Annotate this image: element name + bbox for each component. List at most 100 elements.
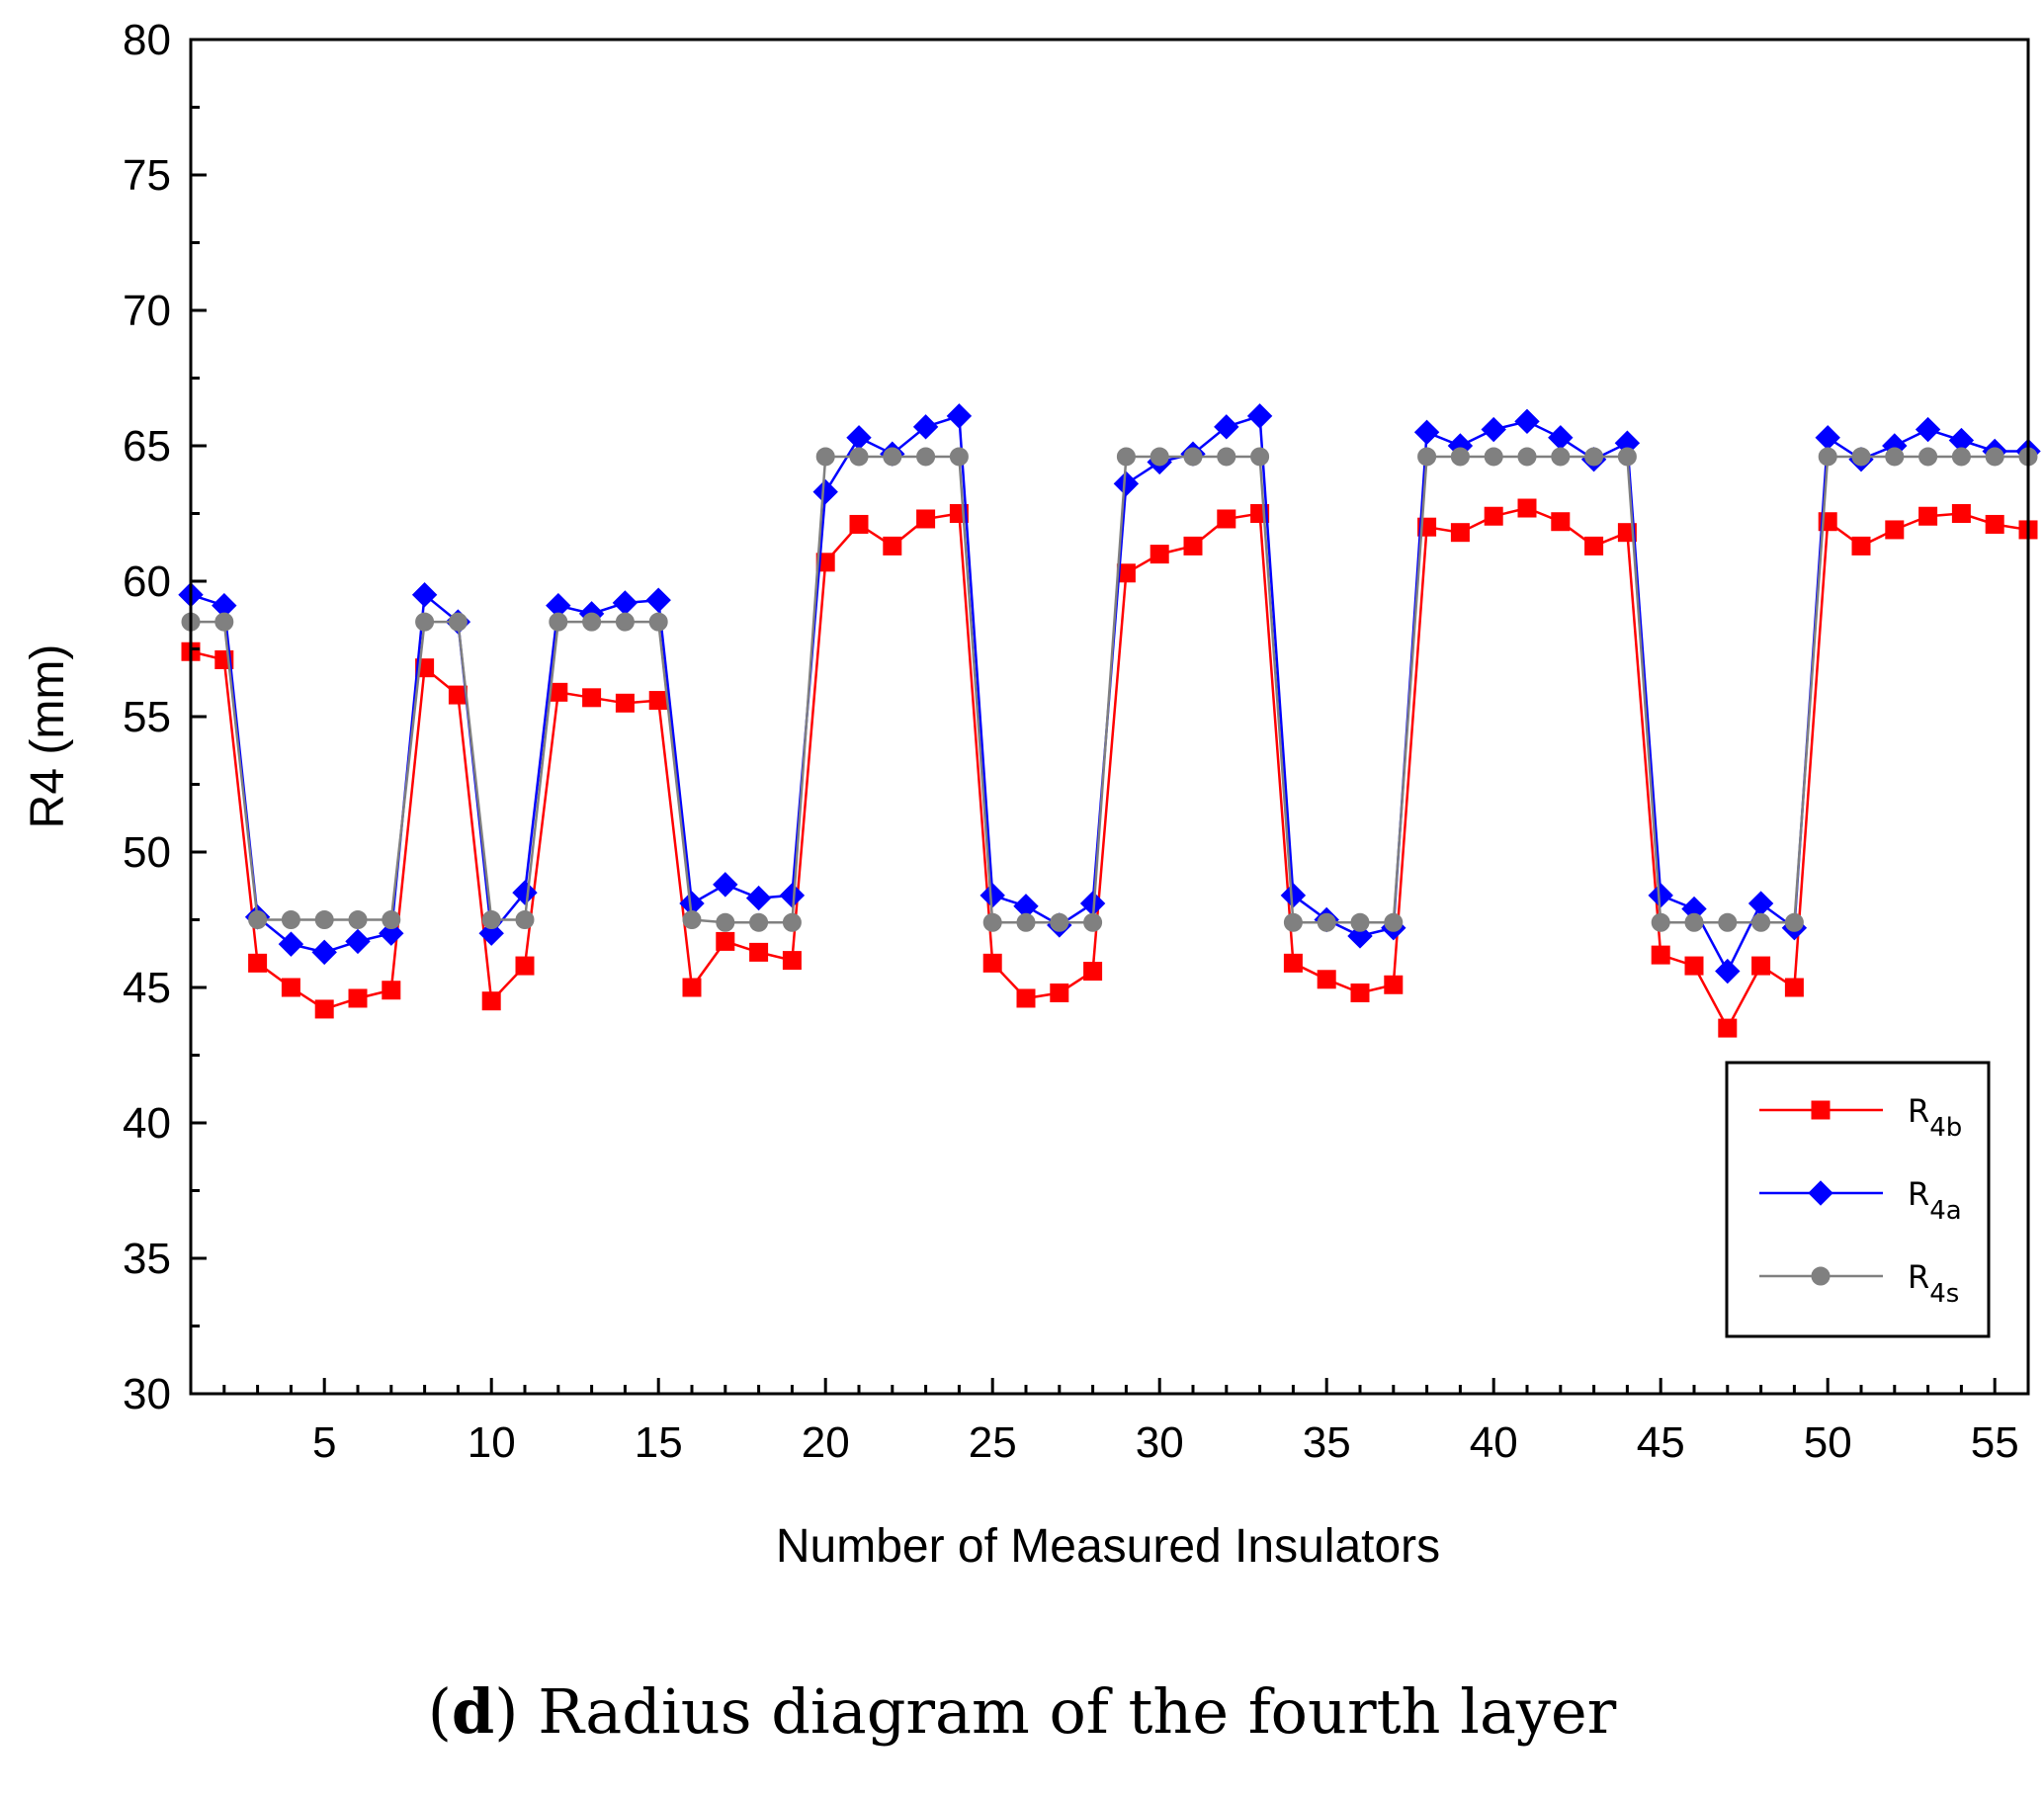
data-point-R4a bbox=[1481, 416, 1506, 443]
data-point-R4b bbox=[281, 978, 300, 997]
data-point-R4a bbox=[946, 403, 973, 429]
data-point-R4b bbox=[1851, 536, 1871, 556]
y-tick-label: 35 bbox=[123, 1235, 171, 1283]
data-point-R4b bbox=[1951, 504, 1971, 523]
data-point-R4b bbox=[1918, 506, 1938, 526]
data-point-R4b bbox=[1016, 988, 1036, 1008]
data-point-R4b bbox=[782, 951, 802, 971]
x-tick-label: 55 bbox=[1971, 1418, 2019, 1467]
data-point-R4s bbox=[1050, 912, 1069, 932]
legend-label-R4s: R4s bbox=[1908, 1258, 1959, 1309]
data-point-R4s bbox=[1751, 912, 1771, 932]
data-point-R4b bbox=[1317, 970, 1336, 989]
x-tick-label: 15 bbox=[635, 1418, 683, 1467]
data-point-R4s bbox=[1217, 447, 1236, 467]
data-point-R4b bbox=[582, 688, 602, 708]
y-tick-label: 40 bbox=[123, 1099, 171, 1148]
legend-label-R4a: R4a bbox=[1908, 1175, 1962, 1226]
legend-label-sub: 4a bbox=[1929, 1196, 1961, 1226]
data-point-R4b bbox=[348, 988, 368, 1008]
legend-box bbox=[1725, 1061, 1991, 1338]
data-point-R4a bbox=[1815, 425, 1840, 451]
data-point-R4b bbox=[1784, 978, 1804, 997]
data-point-R4b bbox=[1885, 520, 1905, 540]
data-point-R4s bbox=[1283, 912, 1303, 932]
data-point-R4a bbox=[478, 920, 504, 946]
data-point-R4s bbox=[1384, 912, 1404, 932]
data-point-R4s bbox=[549, 612, 568, 632]
series-R4b bbox=[181, 498, 2038, 1038]
series-line-R4b bbox=[190, 506, 2029, 1031]
data-point-R4s bbox=[982, 912, 1002, 932]
data-point-R4s bbox=[348, 910, 368, 929]
x-tick-label: 50 bbox=[1804, 1418, 1852, 1467]
legend-label-main: R bbox=[1908, 1258, 1929, 1296]
data-point-R4b bbox=[1150, 545, 1169, 564]
data-point-R4b bbox=[314, 999, 334, 1019]
data-point-R4b bbox=[916, 509, 936, 529]
data-point-R4b bbox=[716, 931, 735, 951]
data-point-R4a bbox=[846, 425, 872, 451]
data-point-R4b bbox=[1283, 953, 1303, 973]
data-point-R4s bbox=[916, 447, 936, 467]
data-point-R4s bbox=[1784, 912, 1804, 932]
data-point-R4s bbox=[782, 912, 802, 932]
data-point-R4b bbox=[1985, 514, 2004, 534]
data-point-R4b bbox=[883, 536, 902, 556]
data-point-R4s bbox=[1116, 447, 1136, 467]
data-point-R4b bbox=[1751, 956, 1771, 976]
legend-marker-R4a bbox=[1808, 1180, 1833, 1206]
data-point-R4s bbox=[1150, 447, 1169, 467]
data-point-R4a bbox=[1280, 883, 1307, 908]
caption-close-paren: ) bbox=[494, 1675, 519, 1748]
data-point-R4s bbox=[1551, 447, 1571, 467]
data-point-R4s bbox=[1417, 447, 1437, 467]
data-point-R4s bbox=[1484, 447, 1503, 467]
data-point-R4s bbox=[1918, 447, 1938, 467]
y-axis-title: R4 (mm) bbox=[22, 644, 74, 829]
data-point-R4b bbox=[515, 956, 535, 976]
data-point-R4a bbox=[612, 590, 639, 616]
data-point-R4s bbox=[1985, 447, 2004, 467]
figure-caption: (d) Radius diagram of the fourth layer bbox=[0, 1675, 2044, 1748]
x-tick-label: 20 bbox=[802, 1418, 850, 1467]
x-tick-label: 30 bbox=[1136, 1418, 1184, 1467]
y-tick-label: 50 bbox=[123, 828, 171, 877]
data-point-R4s bbox=[1951, 447, 1971, 467]
data-point-R4s bbox=[1851, 447, 1871, 467]
data-point-R4a bbox=[1347, 923, 1373, 949]
y-tick-label: 55 bbox=[123, 693, 171, 741]
data-point-R4s bbox=[716, 912, 735, 932]
data-point-R4a bbox=[1113, 471, 1140, 497]
data-point-R4a bbox=[1915, 416, 1941, 443]
data-point-R4s bbox=[382, 910, 401, 929]
data-point-R4s bbox=[1183, 447, 1203, 467]
x-tick-label: 25 bbox=[969, 1418, 1017, 1467]
data-point-R4b bbox=[1050, 983, 1069, 1002]
series-R4s bbox=[181, 447, 2038, 932]
data-point-R4s bbox=[481, 910, 501, 929]
data-point-R4s bbox=[815, 447, 835, 467]
data-point-R4a bbox=[1514, 408, 1540, 435]
y-tick-label: 70 bbox=[123, 287, 171, 335]
data-point-R4s bbox=[883, 447, 902, 467]
data-point-R4b bbox=[982, 953, 1002, 973]
data-point-R4s bbox=[1517, 447, 1537, 467]
data-point-R4a bbox=[311, 939, 337, 966]
data-point-R4s bbox=[214, 612, 234, 632]
data-point-R4b bbox=[849, 514, 869, 534]
data-point-R4s bbox=[849, 447, 869, 467]
x-tick-label: 40 bbox=[1470, 1418, 1518, 1467]
data-point-R4s bbox=[749, 912, 769, 932]
y-tick-label: 30 bbox=[123, 1370, 171, 1418]
y-tick-label: 60 bbox=[123, 557, 171, 606]
data-point-R4a bbox=[1246, 403, 1273, 429]
data-point-R4b bbox=[1450, 523, 1470, 543]
data-point-R4s bbox=[1718, 912, 1738, 932]
data-point-R4b bbox=[1183, 536, 1203, 556]
data-point-R4b bbox=[1484, 506, 1503, 526]
data-point-R4b bbox=[615, 693, 635, 713]
data-point-R4b bbox=[1083, 962, 1103, 982]
legend-label-R4b: R4b bbox=[1908, 1092, 1962, 1143]
